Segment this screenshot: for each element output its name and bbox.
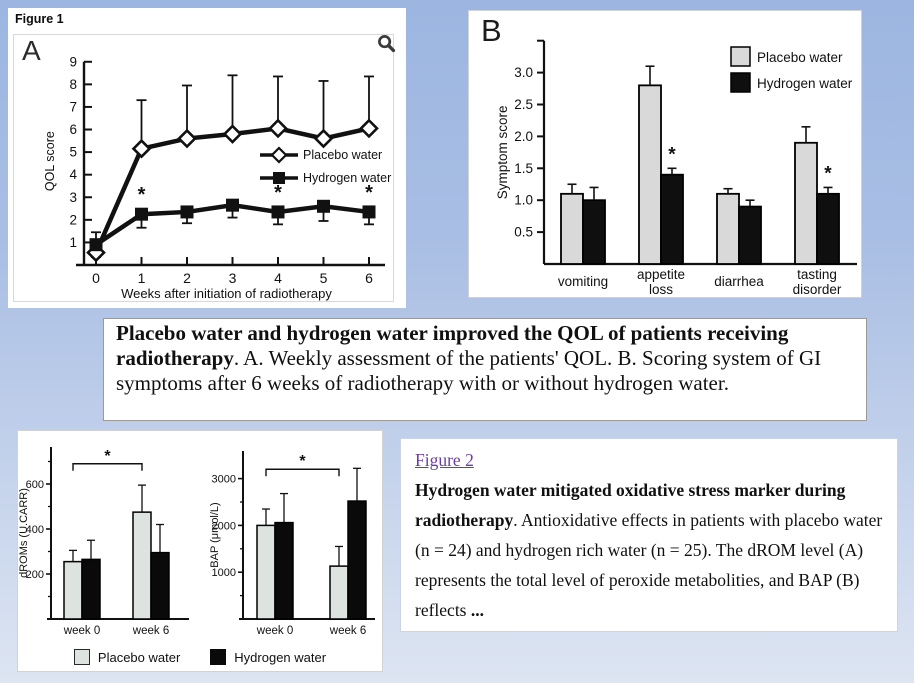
figure2-link[interactable]: Figure 2 [415,450,474,470]
svg-text:4: 4 [69,167,77,182]
svg-text:BAP (μmol/L): BAP (μmol/L) [209,502,221,567]
figure2-caption: Hydrogen water mitigated oxidative stres… [415,475,883,625]
svg-text:week 0: week 0 [256,625,293,637]
qol-chart-frame: 1 2 3 4 5 6 7 8 9 0 1 2 3 4 5 6 Weeks after initiation o… [13,34,394,302]
caption2-rest: . Antioxidative effects in patients with… [415,510,883,620]
svg-text:2.5: 2.5 [514,97,533,112]
svg-text:3.0: 3.0 [514,65,533,80]
svg-text:1000: 1000 [212,567,236,579]
bottom-legend: Placebo water Hydrogen water [18,649,382,665]
svg-text:week 6: week 6 [132,625,169,637]
placebo-swatch [73,649,90,665]
legend-item-placebo: Placebo water [73,649,181,665]
svg-text:6: 6 [69,122,77,137]
svg-text:appetite: appetite [637,267,685,282]
svg-text:5: 5 [69,145,77,160]
svg-text:0: 0 [92,270,100,286]
svg-text:Hydrogen water: Hydrogen water [757,76,853,91]
svg-text:disorder: disorder [793,282,842,297]
zoom-icon[interactable] [377,34,396,53]
svg-text:*: * [668,144,676,165]
caption2-ellipsis: ... [470,600,484,620]
svg-text:8: 8 [69,77,77,92]
svg-text:Hydrogen water: Hydrogen water [303,171,391,185]
legend-label-hydrogen: Hydrogen water [234,649,327,665]
svg-text:5: 5 [320,270,328,286]
svg-text:week 0: week 0 [63,625,100,637]
svg-text:7: 7 [69,99,77,114]
svg-text:Symptom score: Symptom score [495,105,510,199]
svg-text:400: 400 [26,524,44,536]
svg-text:0.5: 0.5 [514,225,533,240]
svg-text:3: 3 [69,190,77,205]
symptom-bar-chart: 0.5 1.0 1.5 2.0 2.5 3.0 Symptom score vomiting a… [495,39,857,297]
svg-text:600: 600 [26,479,44,491]
svg-text:diarrhea: diarrhea [714,274,764,289]
legend-label-placebo: Placebo water [97,649,181,665]
legend-item-hydrogen: Hydrogen water [210,649,326,665]
svg-text:vomiting: vomiting [558,274,608,289]
qol-line-chart: 1 2 3 4 5 6 7 8 9 0 1 2 3 4 5 6 Weeks after initiation o… [43,54,391,301]
figure1-panel: Figure 1 1 2 3 4 5 6 7 8 9 0 1 2 3 4 5 6 Weeks after ini… [8,8,406,308]
figure1-caption: Placebo water and hydrogen water improve… [103,318,867,421]
svg-text:1: 1 [138,270,146,286]
svg-text:2.0: 2.0 [514,129,533,144]
figure2-charts-panel: 200 400 600 dROMs (U.CARR) week 0 week 6 * 100… [17,430,383,672]
figure1-label: Figure 1 [15,12,64,26]
bap-bar-chart: 1000 2000 3000 BAP (μmol/L) week 0 week 6 * [209,451,375,637]
svg-text:3: 3 [229,270,237,286]
svg-text:2: 2 [183,270,191,286]
svg-text:*: * [824,163,832,184]
svg-text:3000: 3000 [212,474,236,486]
hydrogen-swatch [210,649,227,665]
svg-text:1.5: 1.5 [514,161,533,176]
caption1-rest: . A. Weekly assessment of the patients' … [116,346,822,395]
svg-text:9: 9 [69,54,77,69]
svg-text:200: 200 [26,569,44,581]
svg-text:2: 2 [69,212,77,227]
svg-text:QOL score: QOL score [43,131,57,191]
svg-text:*: * [138,184,146,206]
svg-text:6: 6 [365,270,373,286]
figure2-snippet: Figure 2 Hydrogen water mitigated oxidat… [400,438,898,632]
panel-a-label: A [22,35,41,66]
panel-b-label: B [481,13,502,48]
svg-text:loss: loss [649,282,673,297]
caption1-bold: Placebo water and hydrogen water improve… [116,321,789,370]
svg-text:*: * [365,182,373,204]
svg-text:*: * [104,448,111,465]
svg-text:4: 4 [274,270,282,286]
svg-text:Weeks after initiation of radi: Weeks after initiation of radiotherapy [121,286,332,301]
svg-text:2000: 2000 [212,520,236,532]
svg-text:week 6: week 6 [329,625,366,637]
svg-text:dROMs (U.CARR): dROMs (U.CARR) [18,488,30,578]
svg-text:Placebo water: Placebo water [303,148,382,162]
symptom-panel: B 0.5 1.0 1.5 2.0 2.5 3.0 Symptom score vomitin… [468,10,862,298]
svg-text:*: * [274,182,282,204]
svg-text:1: 1 [69,235,77,250]
svg-text:*: * [299,453,306,470]
svg-text:Placebo water: Placebo water [757,50,843,65]
caption2-bold: Hydrogen water mitigated oxidative stres… [415,480,846,530]
svg-text:tasting: tasting [797,267,837,282]
svg-text:1.0: 1.0 [514,193,533,208]
